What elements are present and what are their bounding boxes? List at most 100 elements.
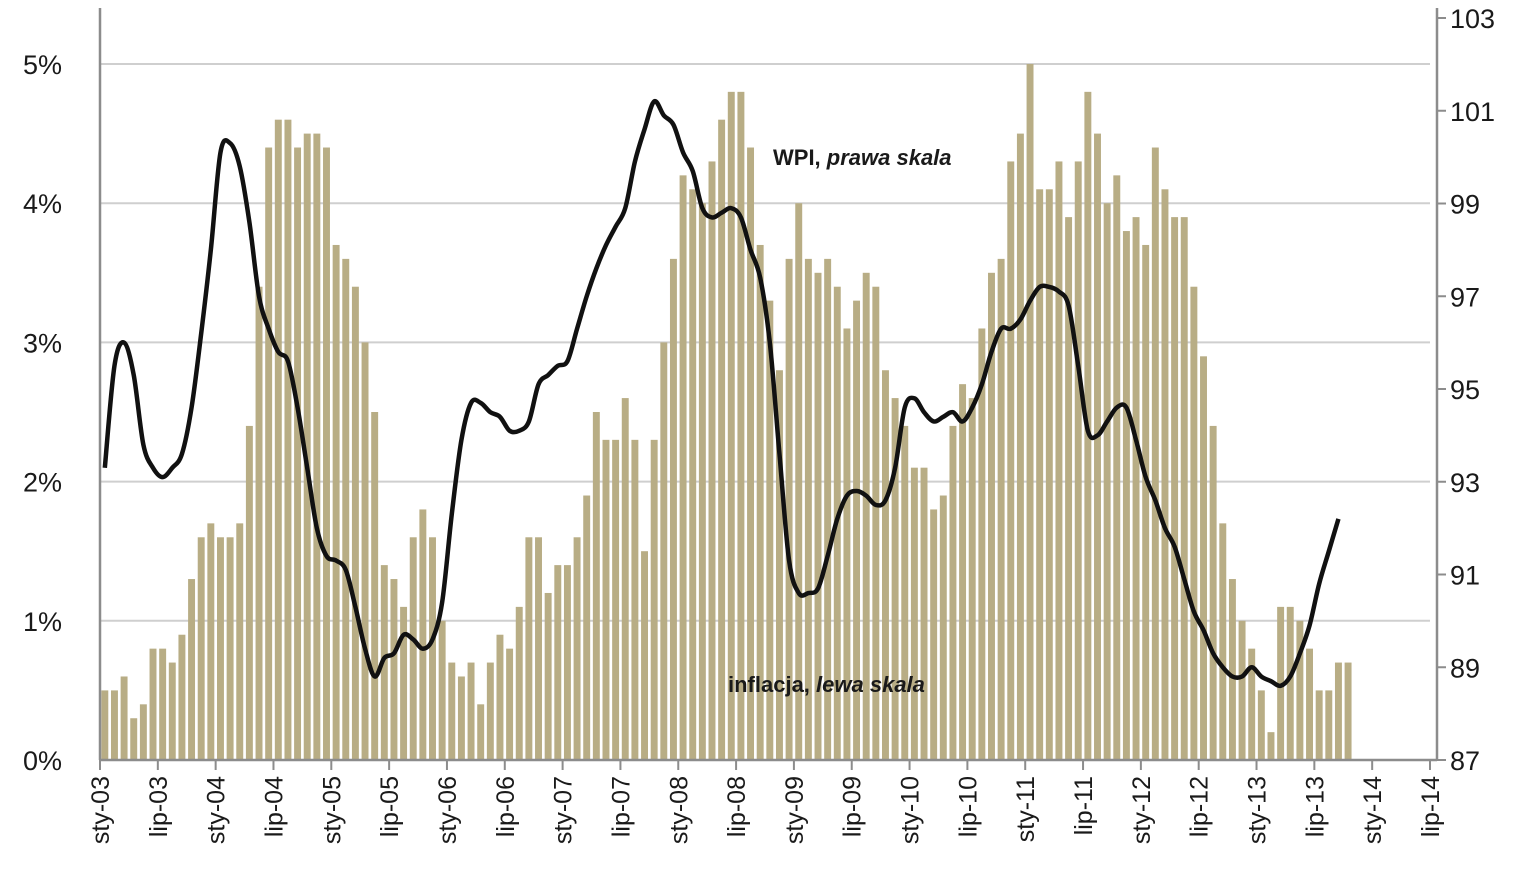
inflation-bar: [650, 439, 658, 760]
x-tick-label: lip-12: [1186, 776, 1214, 837]
inflation-bar: [660, 342, 668, 760]
inflation-bar: [457, 676, 465, 760]
x-tick-label: sty-06: [434, 776, 462, 844]
inflation-bar: [351, 286, 359, 760]
y-right-tick-label: 89: [1450, 653, 1480, 683]
inflation-bar: [110, 690, 118, 760]
inflation-bar: [1122, 231, 1130, 761]
inflation-bar: [1065, 217, 1073, 760]
y-left-tick-label: 3%: [23, 328, 62, 358]
inflation-bar: [1094, 133, 1101, 761]
inflation-bar: [448, 662, 456, 760]
inflation-bar: [226, 537, 234, 760]
x-tick-label: sty-08: [665, 776, 693, 844]
inflation-bar: [1296, 620, 1304, 760]
annotations: WPI, prawa skala inflacja, lewa skala: [728, 145, 952, 697]
inflation-bar: [641, 551, 648, 760]
inflation-bar: [862, 272, 870, 760]
inflation-bar: [197, 537, 205, 760]
inflation-bar: [1007, 161, 1015, 760]
inflation-bar: [1151, 147, 1159, 760]
inflation-bar: [737, 91, 745, 761]
inflation-bar: [930, 509, 938, 760]
inflation-bar: [535, 537, 542, 760]
inflation-bar: [515, 606, 523, 760]
inflation-bar: [1286, 606, 1294, 760]
x-tick-label: sty-04: [203, 776, 231, 844]
x-tick-label: sty-09: [781, 776, 809, 844]
inflation-bar: [747, 147, 755, 760]
y-right-tick-label: 97: [1450, 282, 1480, 312]
inflation-bar: [313, 133, 321, 761]
inflation-bar: [438, 620, 446, 760]
inflation-bar: [727, 91, 735, 761]
inflation-bar: [400, 606, 408, 760]
y-left-tick-label: 0%: [23, 746, 62, 776]
x-tick-label: sty-07: [550, 776, 578, 844]
y-left-tick-label: 2%: [23, 468, 62, 498]
inflation-bar: [496, 634, 504, 760]
inflation-bar: [255, 286, 263, 760]
x-tick-label: lip-05: [376, 776, 404, 837]
inflation-bar: [371, 412, 379, 760]
inflation-bar: [159, 648, 167, 760]
inflation-bar: [1074, 161, 1082, 760]
x-tick-label: lip-07: [607, 776, 635, 837]
inflation-bar: [959, 384, 967, 760]
x-tick-label: sty-10: [897, 776, 925, 844]
inflation-bar: [891, 398, 899, 760]
inflation-bar: [853, 300, 861, 760]
inflation-bar: [978, 328, 986, 760]
inflation-bar: [1209, 425, 1217, 760]
x-tick-label: sty-11: [1012, 776, 1040, 842]
x-tick-label: lip-03: [145, 776, 173, 837]
inflation-bar: [1190, 286, 1198, 760]
wpi-annotation: WPI, prawa skala: [773, 145, 952, 170]
inflation-bar: [467, 662, 475, 760]
inflation-bar: [265, 147, 273, 760]
inflation-bar: [1228, 579, 1236, 760]
inflation-bar: [949, 425, 957, 760]
inflation-bar: [544, 592, 552, 760]
x-tick-label: sty-14: [1359, 776, 1387, 844]
x-tick-label: lip-13: [1301, 776, 1329, 837]
inflation-bar: [573, 537, 581, 760]
wpi-line-series: [102, 98, 1341, 689]
inflation-bar: [1016, 133, 1024, 761]
inflation-bar: [178, 634, 186, 760]
inflation-bar: [910, 467, 918, 760]
y-right-tick-label: 91: [1450, 561, 1480, 591]
inflation-bar: [1277, 606, 1285, 760]
x-tick-label: sty-13: [1244, 776, 1272, 844]
inflation-bar: [284, 119, 292, 761]
inflation-bar: [168, 662, 176, 760]
inflation-bar: [631, 439, 639, 760]
inflation-bar: [804, 258, 812, 760]
inflation-bar: [689, 189, 697, 760]
y-right-tick-label: 87: [1450, 746, 1480, 776]
inflation-bar: [303, 133, 311, 761]
x-tick-label: sty-05: [318, 776, 346, 844]
inflation-bar: [120, 676, 128, 760]
inflation-bar: [843, 328, 851, 760]
inflation-bar: [361, 342, 369, 760]
inflation-bar: [1219, 523, 1227, 760]
axes: [98, 8, 1446, 770]
inflation-bar: [554, 565, 562, 760]
inflation-bar: [1238, 620, 1246, 760]
inflation-bar: [997, 258, 1005, 760]
grid: [100, 63, 1430, 622]
inflation-bar: [506, 648, 514, 760]
inflation-bar: [939, 495, 947, 760]
inflation-bar: [968, 398, 976, 760]
x-tick-label: lip-06: [492, 776, 520, 837]
inflation-bar: [1045, 189, 1053, 760]
x-tick-label: lip-08: [723, 776, 751, 837]
inflation-bar: [563, 565, 571, 760]
y-right-tick-label: 101: [1450, 97, 1495, 127]
inflation-bar: [217, 537, 224, 760]
inflation-bar: [390, 579, 398, 760]
inflation-bar: [1257, 690, 1265, 760]
inflation-bar: [1161, 189, 1169, 760]
